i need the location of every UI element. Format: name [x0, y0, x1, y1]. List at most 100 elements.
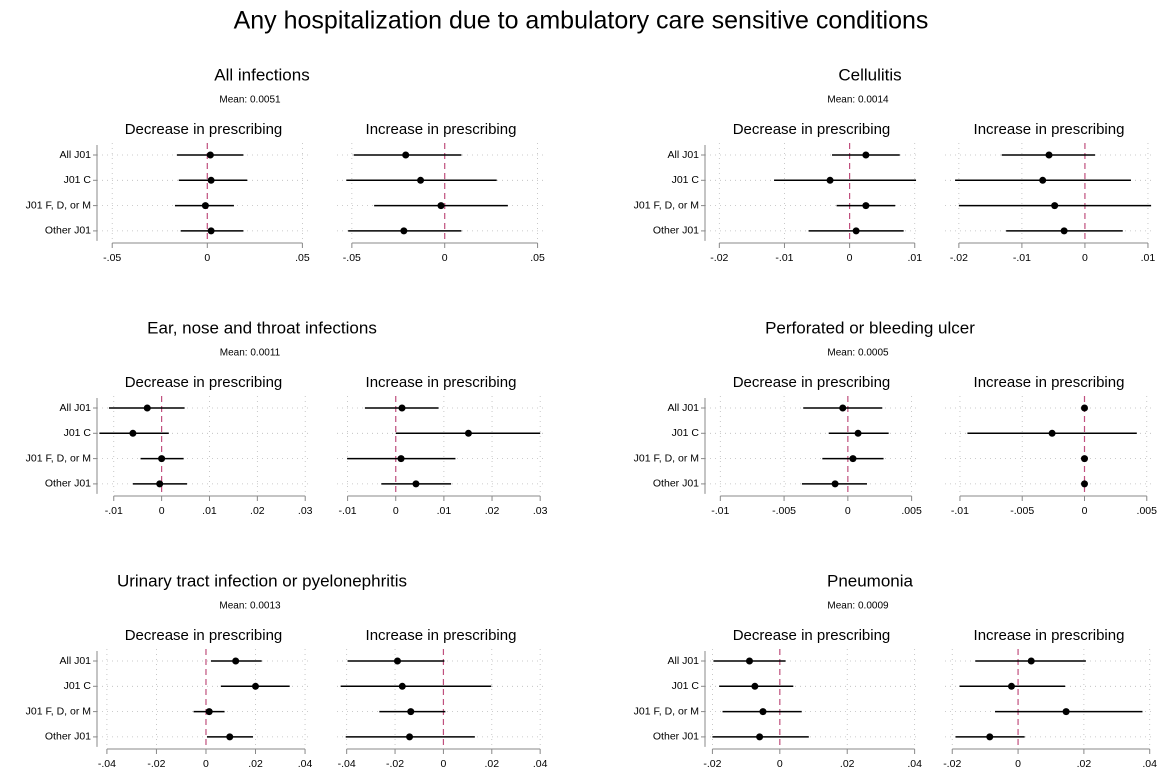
- subplot-title: Increase in prescribing: [366, 627, 517, 644]
- panel-subtitle: Mean: 0.0009: [827, 601, 889, 612]
- x-tick-label: .02: [248, 758, 263, 770]
- x-tick-label: .04: [1142, 758, 1157, 770]
- x-tick-label: -.01: [775, 252, 793, 264]
- subplot-title: Increase in prescribing: [974, 627, 1125, 644]
- category-label: All J01: [667, 149, 699, 161]
- panel-subtitle: Mean: 0.0005: [827, 348, 889, 359]
- x-tick-label: -.02: [147, 758, 165, 770]
- x-tick-label: -.005: [772, 505, 796, 517]
- x-tick-label: 0: [440, 758, 446, 770]
- category-label: All J01: [59, 402, 91, 414]
- x-tick-label: 0: [393, 505, 399, 517]
- point-estimate: [1060, 227, 1068, 235]
- point-estimate: [158, 455, 166, 463]
- subplot-title: Decrease in prescribing: [125, 121, 283, 138]
- category-label: J01 C: [64, 680, 92, 692]
- category-label: Other J01: [653, 478, 699, 490]
- x-tick-label: -.05: [103, 252, 121, 264]
- subplot-title: Decrease in prescribing: [733, 374, 891, 391]
- point-estimate: [759, 708, 767, 716]
- point-estimate: [854, 429, 862, 437]
- point-estimate: [1080, 404, 1088, 412]
- x-tick-label: .04: [298, 758, 313, 770]
- x-tick-label: .005: [1137, 505, 1158, 517]
- subplot-title: Decrease in prescribing: [125, 374, 283, 391]
- category-label: Other J01: [653, 225, 699, 237]
- panel-title: Ear, nose and throat infections: [147, 318, 377, 337]
- panel-title: Urinary tract infection or pyelonephriti…: [117, 571, 407, 590]
- x-tick-label: .01: [437, 505, 452, 517]
- panel-title: Perforated or bleeding ulcer: [765, 318, 975, 337]
- x-tick-label: 0: [204, 252, 210, 264]
- point-estimate: [745, 657, 753, 665]
- category-label: J01 F, D, or M: [26, 452, 91, 464]
- point-estimate: [206, 151, 214, 159]
- subplot-title: Increase in prescribing: [974, 121, 1125, 138]
- category-label: Other J01: [45, 225, 91, 237]
- x-tick-label: -.01: [951, 505, 969, 517]
- panel-subtitle: Mean: 0.0014: [827, 95, 889, 106]
- x-tick-label: .01: [907, 252, 922, 264]
- point-estimate: [986, 733, 994, 741]
- x-tick-label: 0: [1082, 252, 1088, 264]
- x-tick-label: -.005: [1010, 505, 1034, 517]
- point-estimate: [831, 480, 839, 488]
- x-tick-label: -.02: [703, 758, 721, 770]
- x-tick-label: .05: [530, 252, 545, 264]
- x-tick-label: .05: [295, 252, 310, 264]
- point-estimate: [437, 202, 445, 210]
- x-tick-label: .03: [533, 505, 548, 517]
- x-tick-label: 0: [1082, 505, 1088, 517]
- point-estimate: [1027, 657, 1035, 665]
- subplot-title: Increase in prescribing: [974, 374, 1125, 391]
- category-label: All J01: [667, 655, 699, 667]
- point-estimate: [412, 480, 420, 488]
- x-tick-label: 0: [845, 505, 851, 517]
- category-label: All J01: [59, 655, 91, 667]
- panel-subtitle: Mean: 0.0011: [220, 348, 281, 359]
- point-estimate: [1048, 429, 1056, 437]
- category-label: J01 C: [672, 427, 700, 439]
- point-estimate: [207, 227, 215, 235]
- point-estimate: [417, 176, 425, 184]
- category-label: J01 F, D, or M: [26, 199, 91, 211]
- point-estimate: [1080, 455, 1088, 463]
- category-label: J01 F, D, or M: [26, 705, 91, 717]
- panel-title: Pneumonia: [827, 571, 914, 590]
- category-label: J01 F, D, or M: [634, 705, 699, 717]
- point-estimate: [398, 404, 406, 412]
- x-tick-label: 0: [203, 758, 209, 770]
- point-estimate: [751, 682, 759, 690]
- point-estimate: [397, 455, 405, 463]
- point-estimate: [129, 429, 137, 437]
- point-estimate: [226, 733, 234, 741]
- category-label: J01 C: [672, 680, 700, 692]
- category-label: J01 F, D, or M: [634, 199, 699, 211]
- subplot-title: Decrease in prescribing: [125, 627, 283, 644]
- panel-subtitle: Mean: 0.0013: [219, 601, 281, 612]
- category-label: Other J01: [45, 478, 91, 490]
- x-tick-label: 0: [1015, 758, 1021, 770]
- panel-title: All infections: [214, 65, 309, 84]
- category-label: J01 C: [672, 174, 700, 186]
- point-estimate: [826, 176, 834, 184]
- x-tick-label: .02: [250, 505, 265, 517]
- point-estimate: [393, 657, 401, 665]
- point-estimate: [400, 227, 408, 235]
- x-tick-label: -.04: [338, 758, 356, 770]
- x-tick-label: -.02: [386, 758, 404, 770]
- point-estimate: [1051, 202, 1059, 210]
- point-estimate: [156, 480, 164, 488]
- point-estimate: [756, 733, 764, 741]
- point-estimate: [407, 708, 415, 716]
- point-estimate: [398, 682, 406, 690]
- point-estimate: [406, 733, 414, 741]
- x-tick-label: 0: [777, 758, 783, 770]
- point-estimate: [839, 404, 847, 412]
- x-tick-label: -.02: [710, 252, 728, 264]
- point-estimate: [862, 151, 870, 159]
- category-label: J01 F, D, or M: [634, 452, 699, 464]
- point-estimate: [207, 176, 215, 184]
- point-estimate: [849, 455, 857, 463]
